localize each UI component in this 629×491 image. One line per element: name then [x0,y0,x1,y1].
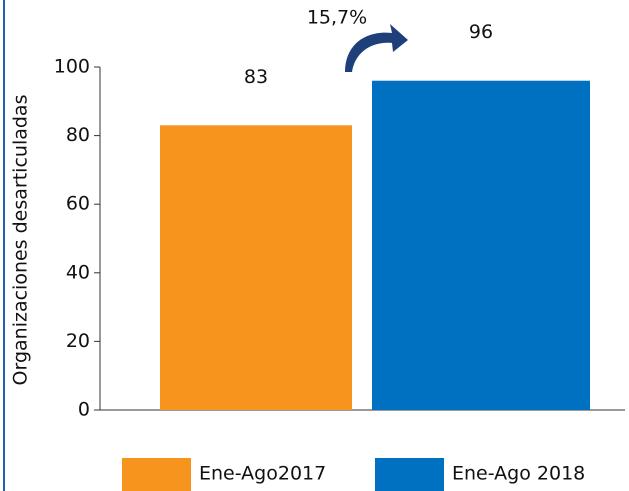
legend-label: Ene-Ago 2018 [452,463,585,485]
legend-swatch [375,458,444,491]
bar [160,125,352,410]
bar [372,80,590,410]
legend-swatch [122,458,191,491]
legend-label: Ene-Ago2017 [199,463,326,485]
y-tick-label: 100 [54,56,90,78]
y-tick-label: 20 [66,330,90,352]
arrow [345,24,408,72]
data-label: 96 [469,21,493,43]
annotation: 15,7% [307,7,367,29]
y-tick-label: 60 [66,193,90,215]
data-label: 83 [244,66,268,88]
y-tick-label: 40 [66,261,90,283]
y-axis-label: Organizaciones desarticuladas [10,95,32,386]
y-tick-label: 80 [66,124,90,146]
y-tick-label: 0 [78,399,90,421]
